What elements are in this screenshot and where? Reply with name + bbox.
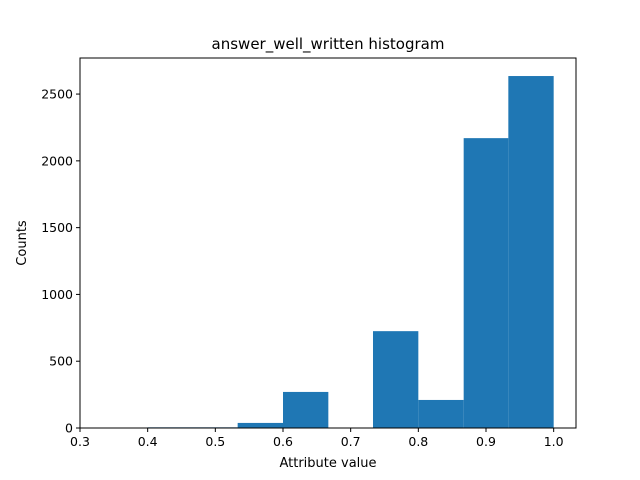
y-tick-label: 2000: [41, 153, 73, 168]
histogram-bar: [508, 76, 554, 428]
y-tick-label: 2500: [41, 87, 73, 102]
histogram-bar: [463, 138, 509, 428]
histogram-bar: [418, 399, 464, 428]
y-axis-title: Counts: [15, 220, 30, 266]
plot-area-frame: [79, 57, 577, 429]
x-tick-label: 0.5: [205, 434, 225, 449]
y-tick-label: 0: [65, 421, 73, 436]
x-axis-ticks: 0.3 0.4 0.5 0.6 0.7 0.8 0.9 1.0: [70, 428, 564, 449]
x-tick-label: 0.9: [476, 434, 496, 449]
x-tick-label: 1.0: [544, 434, 564, 449]
x-tick-label: 0.6: [273, 434, 293, 449]
x-tick-label: 0.8: [408, 434, 428, 449]
y-tick-label: 500: [49, 354, 73, 369]
x-tick-label: 0.7: [341, 434, 361, 449]
x-axis-title: Attribute value: [279, 456, 376, 471]
histogram-bar: [237, 422, 284, 428]
y-axis-ticks: 0 500 1000 1500 2000 2500: [41, 87, 80, 436]
y-tick-label: 1500: [41, 220, 73, 235]
y-tick-label: 1000: [41, 287, 73, 302]
x-tick-label: 0.4: [138, 434, 158, 449]
chart-title: answer_well_written histogram: [212, 35, 445, 54]
bars-group: [147, 76, 554, 428]
histogram-bar: [283, 391, 329, 428]
histogram-bar: [372, 331, 419, 428]
x-tick-label: 0.3: [70, 434, 90, 449]
